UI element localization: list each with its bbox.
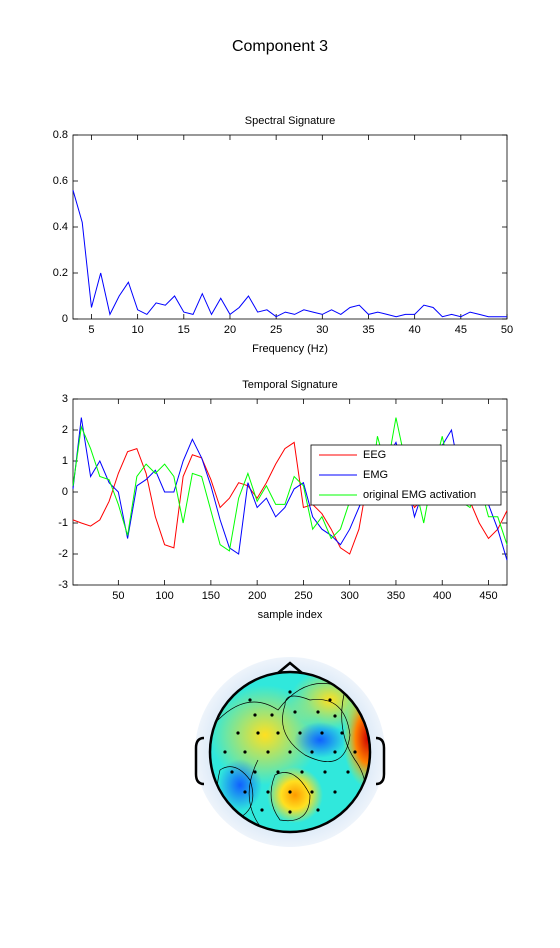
figure-title: Component 3 <box>232 38 328 55</box>
y-tick-label: 2 <box>62 424 68 436</box>
y-tick-label: -1 <box>58 517 68 529</box>
legend-label: EEG <box>363 449 386 461</box>
x-tick-label: 10 <box>132 324 144 336</box>
x-tick-label: 50 <box>112 590 124 602</box>
x-tick-label: 400 <box>433 590 451 602</box>
x-tick-label: 5 <box>88 324 94 336</box>
x-tick-label: 150 <box>202 590 220 602</box>
topoplot <box>194 657 386 847</box>
legend-label: original EMG activation <box>363 489 476 501</box>
series-line <box>72 190 507 318</box>
x-tick-label: 50 <box>501 324 513 336</box>
x-tick-label: 20 <box>224 324 236 336</box>
x-tick-label: 45 <box>455 324 467 336</box>
x-axis-label: sample index <box>258 609 323 621</box>
y-tick-label: 0.6 <box>53 175 68 187</box>
x-tick-label: 100 <box>155 590 173 602</box>
x-tick-label: 25 <box>270 324 282 336</box>
y-tick-label: 0.4 <box>53 221 68 233</box>
axes-box <box>72 134 508 320</box>
y-tick-label: 3 <box>62 393 68 405</box>
x-tick-label: 300 <box>341 590 359 602</box>
x-tick-label: 35 <box>362 324 374 336</box>
x-tick-label: 250 <box>294 590 312 602</box>
y-tick-label: 1 <box>62 455 68 467</box>
x-tick-label: 30 <box>316 324 328 336</box>
y-tick-label: 0.8 <box>53 129 68 141</box>
legend-label: EMG <box>363 469 388 481</box>
y-tick-label: -2 <box>58 548 68 560</box>
y-tick-label: -3 <box>58 579 68 591</box>
axes-title: Spectral Signature <box>245 115 336 127</box>
x-axis-label: Frequency (Hz) <box>252 343 328 355</box>
x-tick-label: 350 <box>387 590 405 602</box>
right-ear <box>375 736 386 786</box>
x-tick-label: 15 <box>178 324 190 336</box>
x-tick-label: 200 <box>248 590 266 602</box>
x-tick-label: 40 <box>409 324 421 336</box>
y-tick-label: 0.2 <box>53 267 68 279</box>
axes-title: Temporal Signature <box>242 379 337 391</box>
left-ear <box>194 736 205 786</box>
y-tick-label: 0 <box>62 313 68 325</box>
nose <box>277 661 303 674</box>
x-tick-label: 450 <box>479 590 497 602</box>
head-outline <box>208 670 372 834</box>
y-tick-label: 0 <box>62 486 68 498</box>
